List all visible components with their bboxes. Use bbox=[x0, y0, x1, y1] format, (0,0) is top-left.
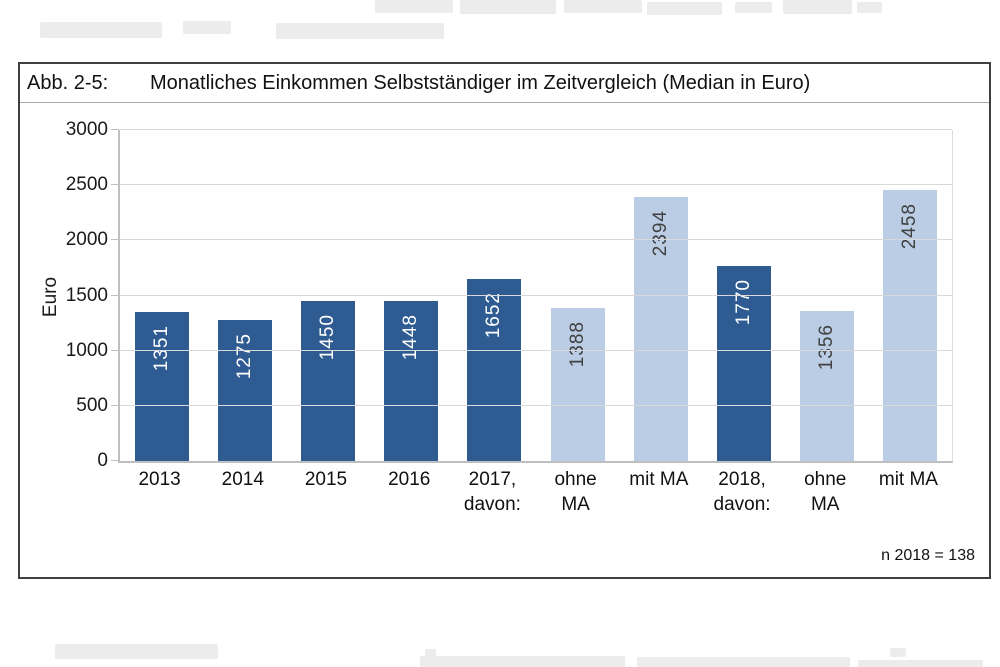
bar-slot: 1448 bbox=[370, 130, 453, 461]
bar: 1652 bbox=[467, 278, 522, 461]
figure-caption: Abb. 2-5: Monatliches Einkommen Selbstst… bbox=[20, 64, 989, 103]
bar-value-label: 2458 bbox=[899, 202, 921, 250]
y-tick-label: 3000 bbox=[65, 119, 108, 140]
bar-value-label: 1351 bbox=[150, 324, 172, 372]
x-tick-label: 2014 bbox=[221, 469, 264, 490]
axis-tick bbox=[111, 184, 119, 186]
redacted-text-artifact bbox=[637, 657, 850, 667]
y-axis-tick-labels: 0 500 1000 1500 2000 2500 3000 bbox=[20, 120, 108, 471]
bar-slot: 1275 bbox=[203, 130, 286, 461]
bar: 1351 bbox=[134, 311, 189, 461]
bar-value-label: 1275 bbox=[233, 333, 255, 380]
redacted-text-artifact bbox=[460, 0, 556, 14]
x-tick-label: ohne MA bbox=[804, 469, 847, 515]
redacted-text-artifact bbox=[40, 22, 162, 38]
bar: 1450 bbox=[301, 301, 355, 461]
figure-box: Abb. 2-5: Monatliches Einkommen Selbstst… bbox=[18, 62, 991, 579]
x-tick-label: 2016 bbox=[388, 469, 431, 490]
redacted-text-artifact bbox=[420, 656, 625, 667]
gridline bbox=[120, 404, 952, 406]
bar-value-label: 1450 bbox=[317, 314, 338, 361]
bar-value-label: 1448 bbox=[400, 314, 422, 361]
bar-value-label: 1356 bbox=[816, 324, 838, 371]
redacted-text-artifact bbox=[276, 23, 444, 39]
redacted-text-artifact bbox=[183, 21, 231, 34]
x-tick-label: mit MA bbox=[878, 469, 938, 490]
bar-slot: 1770 bbox=[702, 130, 785, 461]
bar-value-label: 1388 bbox=[566, 320, 588, 368]
redacted-text-artifact bbox=[375, 0, 453, 13]
sample-size-note: n 2018 = 138 bbox=[881, 547, 975, 564]
gridline bbox=[120, 239, 952, 241]
redacted-text-artifact bbox=[564, 0, 642, 13]
bar-slot: 1652 bbox=[453, 130, 536, 461]
x-tick-label: 2017, davon: bbox=[463, 469, 521, 515]
bar-slot: 1351 bbox=[120, 130, 203, 461]
gridline bbox=[120, 294, 952, 296]
x-tick-label: mit MA bbox=[629, 469, 689, 490]
redacted-text-artifact bbox=[647, 2, 722, 15]
redacted-text-artifact bbox=[890, 648, 906, 657]
y-tick-label: 500 bbox=[76, 394, 108, 416]
redacted-text-artifact bbox=[783, 0, 852, 14]
gridline bbox=[120, 129, 952, 130]
plot-area: 1351 1275 1450 1448 1652 1388 2394 1770 1356 2458 bbox=[111, 129, 953, 463]
bar-series: 1351 1275 1450 1448 1652 1388 2394 1770 1356 2458 bbox=[120, 130, 952, 461]
redacted-text-artifact bbox=[425, 649, 436, 657]
bar: 1388 bbox=[550, 307, 605, 461]
redacted-text-artifact bbox=[857, 2, 882, 13]
bar-value-label: 1652 bbox=[483, 291, 505, 339]
bar-slot: 1450 bbox=[286, 130, 369, 461]
gridline bbox=[120, 184, 952, 186]
axis-tick bbox=[111, 239, 119, 241]
x-axis-labels: 2013 2014 2015 2016 2017, davon: ohne MA mit M… bbox=[118, 467, 950, 517]
axis-tick bbox=[111, 129, 119, 130]
figure-number-label: Abb. 2-5: bbox=[27, 71, 109, 94]
axis-tick bbox=[111, 404, 119, 406]
redacted-text-artifact bbox=[858, 660, 983, 667]
axis-tick bbox=[111, 294, 119, 296]
gridline bbox=[120, 349, 952, 351]
bar: 2458 bbox=[883, 189, 938, 461]
redacted-text-artifact bbox=[55, 644, 218, 659]
redacted-text-artifact bbox=[735, 2, 772, 13]
y-tick-label: 1500 bbox=[65, 284, 108, 306]
bar: 2394 bbox=[633, 196, 688, 461]
x-tick-label: 2018, davon: bbox=[713, 469, 771, 515]
bar-value-label: 2394 bbox=[649, 209, 671, 257]
axis-tick bbox=[111, 460, 119, 461]
x-tick-label: ohne MA bbox=[554, 469, 597, 515]
y-tick-label: 2500 bbox=[65, 174, 108, 196]
x-tick-label: 2013 bbox=[138, 469, 181, 490]
bar: 1770 bbox=[717, 265, 772, 461]
y-tick-label: 2000 bbox=[65, 229, 108, 251]
bar-slot: 1388 bbox=[536, 130, 619, 461]
y-tick-label: 0 bbox=[97, 450, 108, 471]
bar-slot: 1356 bbox=[786, 130, 869, 461]
x-tick-label: 2015 bbox=[304, 469, 348, 490]
bar-chart: Euro 0 500 1000 1500 2000 2500 3000 1351 1275 14… bbox=[20, 103, 989, 577]
bar-slot: 2458 bbox=[869, 130, 952, 461]
bar: 1448 bbox=[384, 301, 439, 461]
axis-tick bbox=[111, 349, 119, 351]
bar-value-label: 1770 bbox=[733, 278, 755, 325]
bar-slot: 2394 bbox=[619, 130, 702, 461]
bar: 1356 bbox=[800, 311, 855, 461]
bar: 1275 bbox=[217, 320, 272, 461]
y-tick-label: 1000 bbox=[65, 339, 108, 361]
figure-title: Monatliches Einkommen Selbstständiger im… bbox=[150, 71, 811, 94]
